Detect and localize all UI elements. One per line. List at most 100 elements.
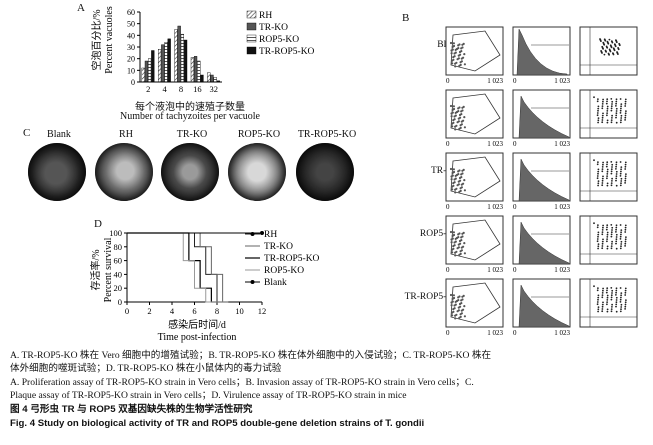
flow-dot [610, 233, 613, 236]
flow-dot [610, 247, 613, 250]
flow-dot [615, 179, 617, 182]
flow-histogram [518, 284, 570, 328]
flow-axis-zero: 0 [446, 329, 450, 337]
flow-dot [615, 224, 618, 227]
flow-axis-zero: 0 [446, 203, 450, 211]
flow-dot [601, 103, 604, 105]
flow-dot [451, 297, 454, 300]
flow-dot [601, 310, 604, 313]
flow-cloud-box [579, 26, 638, 76]
flow-dot [624, 224, 627, 227]
a-x-tick-label: 4 [162, 84, 167, 94]
flow-dot [451, 122, 454, 125]
flow-dot [606, 231, 609, 234]
flow-dot [458, 253, 461, 256]
flow-dot [457, 233, 460, 236]
flow-dot [614, 45, 617, 48]
flow-dot [457, 54, 460, 57]
panel-a-ylabel-cn: 空泡百分比/% [90, 9, 103, 70]
flow-dot [449, 104, 453, 108]
flow-dot [450, 178, 453, 181]
flow-axis-zero: 0 [513, 203, 517, 211]
flow-dot [606, 294, 609, 297]
flow-dot [611, 292, 613, 294]
flow-dot [596, 163, 599, 166]
flow-dot [454, 174, 457, 177]
flow-dot [606, 105, 609, 108]
flow-dot [597, 294, 600, 297]
d-legend-marker [250, 232, 255, 236]
flow-dot [593, 159, 595, 162]
flow-dot [624, 301, 627, 304]
flow-dot [606, 301, 608, 303]
flow-dot [611, 166, 613, 168]
flow-dot [450, 301, 453, 304]
a-x-tick-label: 32 [210, 84, 219, 94]
flow-dot [615, 98, 618, 101]
a-bar [183, 39, 188, 83]
flow-dot [452, 42, 455, 45]
flow-dot [615, 238, 618, 241]
flow-dot [458, 113, 462, 117]
flow-dot [624, 119, 626, 121]
flow-dot [601, 296, 604, 299]
flow-dot [597, 168, 600, 171]
flow-dot [615, 233, 618, 236]
plaque-well-tr-rop5-ko [296, 143, 354, 201]
flow-dot [605, 102, 608, 105]
flow-dot [620, 177, 623, 180]
flow-dot [461, 106, 464, 109]
d-series-line [127, 232, 229, 303]
flow-dot [620, 117, 623, 119]
flow-dot [456, 58, 459, 61]
flow-dot [615, 289, 618, 292]
flow-dot [610, 245, 613, 247]
flow-dot [615, 168, 617, 170]
flow-dot [597, 180, 600, 182]
flow-dot [620, 233, 622, 236]
flow-dot [620, 182, 622, 185]
flow-dot [450, 241, 453, 244]
flow-dot [620, 308, 622, 311]
flow-dot [601, 166, 604, 168]
a-legend-label: RH [259, 11, 272, 21]
flow-dot [452, 105, 455, 108]
flow-cloud-box [579, 89, 638, 139]
flow-dot [610, 161, 613, 163]
flow-dot [615, 173, 618, 175]
flow-dot [606, 110, 609, 112]
flow-dot [620, 166, 623, 168]
flow-dot [620, 229, 623, 231]
flow-dot [619, 175, 622, 177]
caption-cn-line2: 体外细胞的噬斑试验；D. TR-ROP5-KO 株在小鼠体内的毒力试验 [10, 363, 282, 374]
d-x-tick-label: 8 [215, 306, 219, 316]
flow-dot [620, 107, 622, 110]
flow-row-plots: 0 1 023 0 1 023 [445, 89, 638, 148]
flow-dot [619, 98, 622, 100]
flow-dot [596, 177, 599, 180]
flow-dot [597, 287, 599, 289]
flow-axis-zero: 0 [513, 329, 517, 337]
flow-dot [606, 112, 608, 114]
flow-dot [602, 287, 604, 290]
flow-dot [619, 121, 622, 124]
flow-dot [603, 53, 606, 56]
a-bar [141, 67, 145, 83]
flow-dot [457, 117, 460, 120]
flow-dot [606, 236, 609, 238]
flow-row-label: ROP5-KO [419, 229, 460, 239]
flow-dot [596, 175, 599, 177]
flow-dot [597, 247, 599, 250]
a-bar [151, 50, 155, 83]
flow-dot [625, 236, 627, 238]
flow-dot [617, 48, 620, 51]
flow-dot [450, 112, 453, 115]
flow-dot [615, 177, 618, 180]
flow-dot [615, 165, 617, 168]
flow-dot [463, 179, 466, 182]
flow-dot [624, 179, 627, 182]
flow-dot [457, 170, 460, 173]
a-legend-label: ROP5-KO [259, 35, 299, 45]
flow-dot [606, 119, 609, 122]
flow-dot [451, 188, 454, 191]
